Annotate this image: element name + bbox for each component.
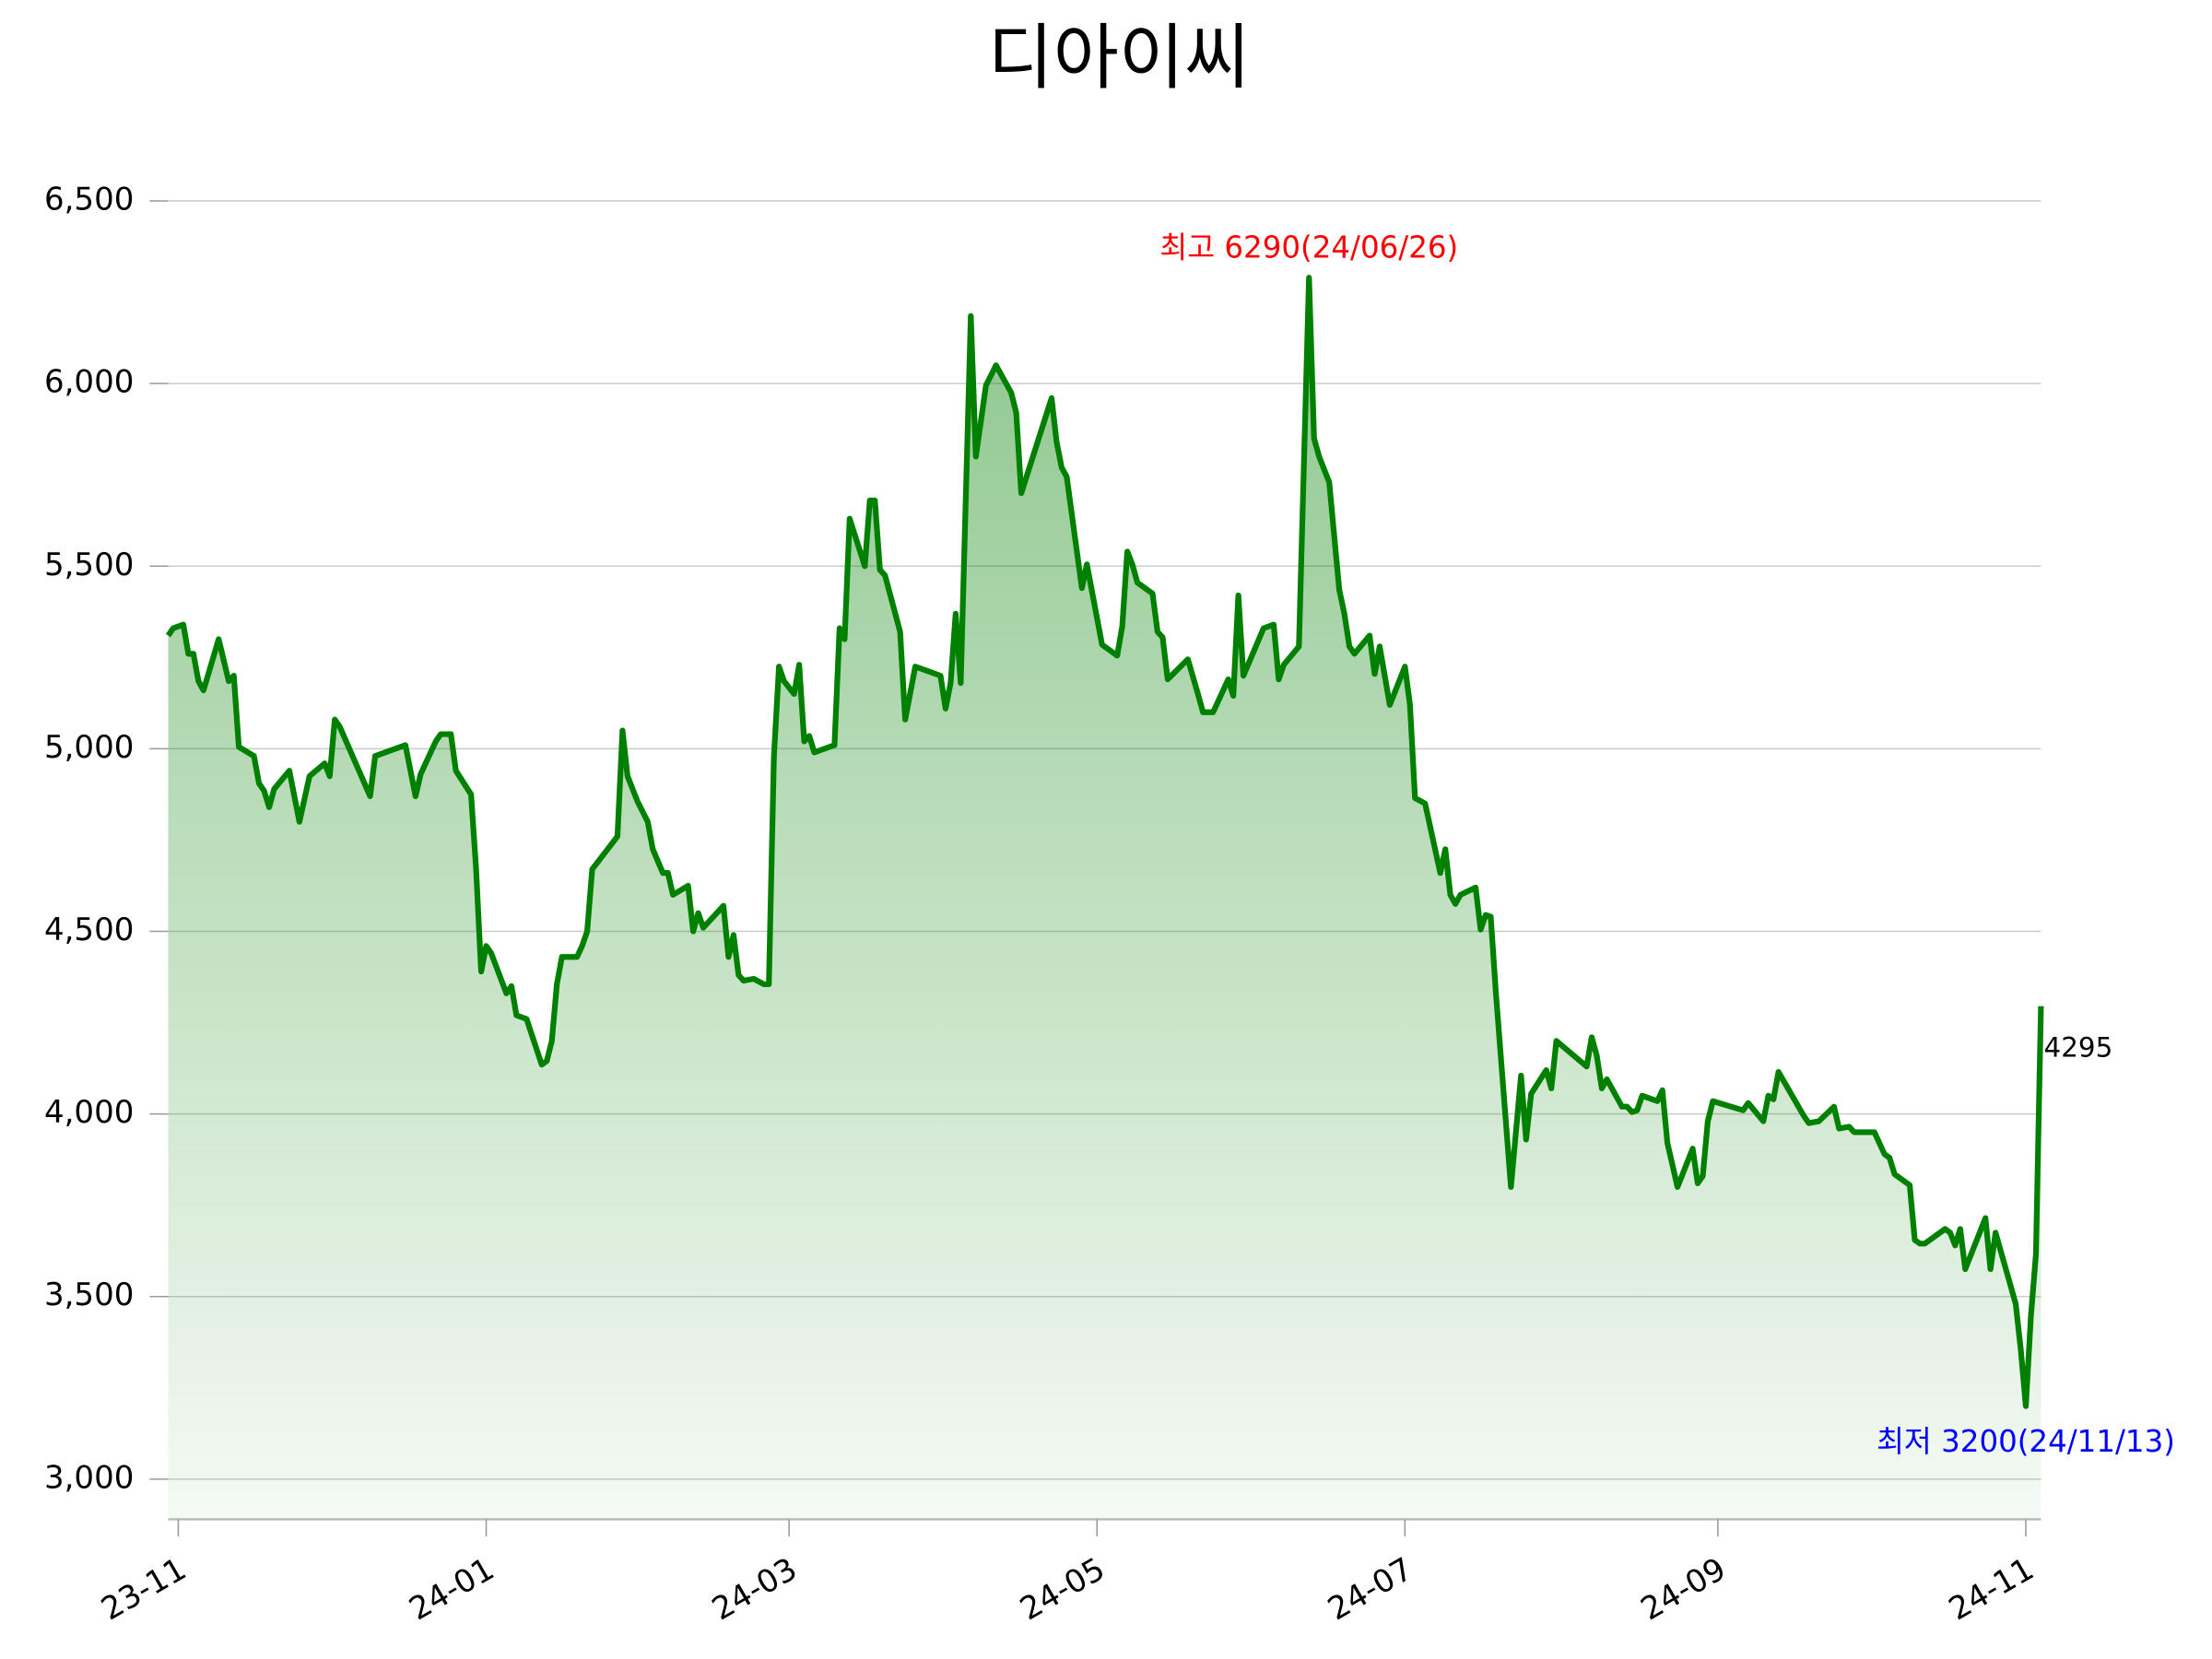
- x-tick-label: 23-11: [95, 1550, 193, 1628]
- x-tick-label: 24-05: [1014, 1550, 1112, 1628]
- y-tick-label: 4,000: [44, 1094, 134, 1131]
- x-tick-label: 24-01: [403, 1550, 500, 1628]
- x-tick-label: 24-07: [1322, 1550, 1419, 1628]
- max-annotation: 최고 6290(24/06/26): [1159, 229, 1458, 265]
- x-tick-label: 24-09: [1635, 1550, 1733, 1628]
- x-tick-label: 24-03: [706, 1550, 804, 1628]
- y-tick-label: 4,500: [44, 912, 134, 948]
- last-value-label: 4295: [2044, 1032, 2113, 1064]
- price-line: [165, 275, 2044, 1409]
- y-tick-label: 3,500: [44, 1277, 134, 1313]
- y-tick-label: 5,500: [44, 547, 134, 583]
- x-tick-label: 24-11: [1943, 1550, 2041, 1628]
- y-tick-label: 3,000: [44, 1459, 134, 1496]
- y-tick-label: 5,000: [44, 729, 134, 766]
- y-tick-label: 6,000: [44, 364, 134, 401]
- min-annotation: 최저 3200(24/11/13): [1877, 1424, 2175, 1459]
- y-tick-label: 6,500: [44, 182, 134, 218]
- area-fill: [168, 277, 2041, 1520]
- chart-title: 디아이씨: [988, 17, 1250, 100]
